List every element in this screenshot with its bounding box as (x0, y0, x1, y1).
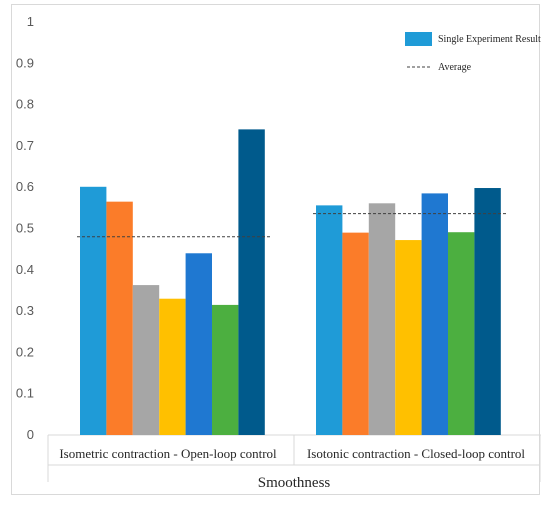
y-tick-label: 0.8 (16, 97, 34, 112)
bar (448, 232, 475, 435)
bar (80, 186, 107, 435)
y-tick-label: 0.6 (16, 179, 34, 194)
legend-bar-label: Single Experiment Result (438, 34, 541, 45)
category-label: Isotonic contraction - Closed-loop contr… (307, 446, 525, 461)
y-tick-label: 0.9 (16, 55, 34, 70)
y-tick-label: 0.1 (16, 386, 34, 401)
y-tick-label: 0 (27, 427, 34, 442)
chart-svg: 0 0.1 0.2 0.3 0.4 0.5 0.6 0.7 0.8 0.9 1 Isometric … (16, 14, 541, 491)
y-tick-label: 0.5 (16, 221, 34, 236)
y-tick-label: 0.7 (16, 138, 34, 153)
x-axis-title: Smoothness (258, 475, 331, 491)
category-label: Isometric contraction - Open-loop contro… (59, 446, 277, 461)
bar (421, 193, 448, 435)
legend: Single Experiment Result Average (405, 32, 541, 73)
y-tick-label: 0.4 (16, 262, 34, 277)
y-tick-label: 1 (27, 14, 34, 29)
y-tick-label: 0.2 (16, 344, 34, 359)
bar (212, 304, 239, 435)
average-lines (77, 213, 507, 238)
y-tick-labels: 0 0.1 0.2 0.3 0.4 0.5 0.6 0.7 0.8 0.9 1 (16, 14, 34, 442)
bars (80, 129, 501, 435)
bar (342, 232, 369, 435)
bar (474, 188, 501, 435)
bar (106, 201, 133, 435)
bar (132, 285, 160, 435)
bar (185, 253, 212, 435)
y-tick-label: 0.3 (16, 303, 34, 318)
legend-bar-swatch (405, 32, 432, 46)
bar (159, 298, 186, 435)
bar (316, 205, 343, 435)
bar (368, 203, 396, 435)
bar (238, 129, 265, 435)
bar (395, 240, 422, 435)
legend-average-label: Average (438, 62, 472, 73)
chart-frame: 0 0.1 0.2 0.3 0.4 0.5 0.6 0.7 0.8 0.9 1 Isometric … (11, 4, 541, 495)
